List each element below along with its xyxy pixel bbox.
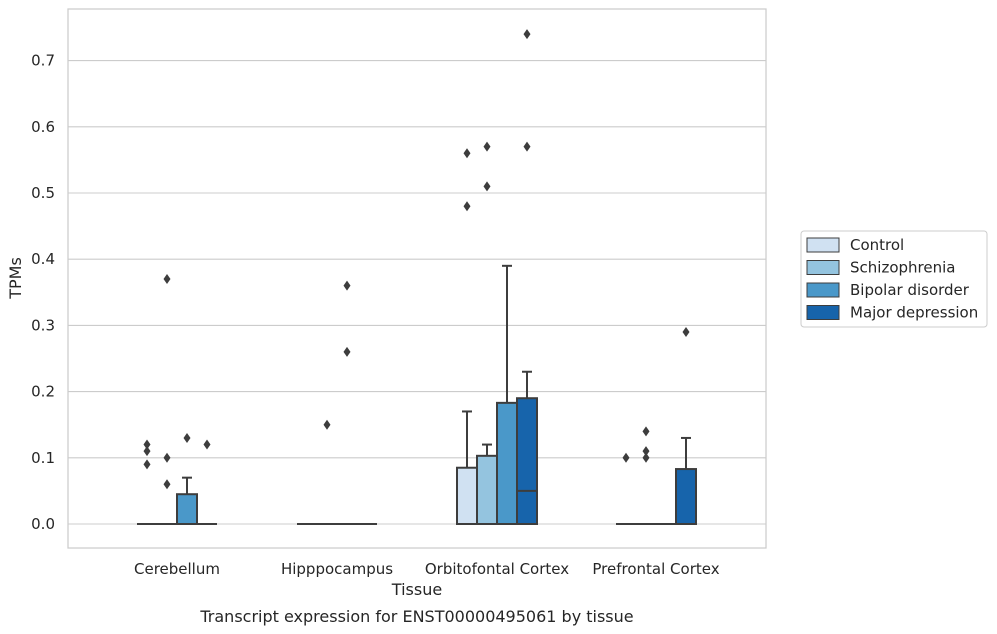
legend-item-major-depression: Major depression <box>806 304 978 322</box>
outlier-point <box>483 181 491 192</box>
legend-item-bipolar-disorder: Bipolar disorder <box>806 281 970 299</box>
x-tick-label: Prefrontal Cortex <box>592 560 719 578</box>
outlier-point <box>163 479 171 490</box>
outlier-point <box>343 346 351 357</box>
x-tick-label: Cerebellum <box>134 560 220 578</box>
outlier-point <box>143 439 151 450</box>
box-major-depression-prefrontal-cortex <box>675 327 697 525</box>
box-body <box>496 401 518 526</box>
legend-swatch <box>806 282 840 298</box>
legend-swatch <box>806 305 840 320</box>
outlier-point <box>163 452 171 463</box>
y-tick-label: 0.5 <box>31 184 55 202</box>
box-schizophrenia-cerebellum <box>157 274 177 525</box>
outlier-point <box>143 459 151 470</box>
x-tick-labels: Cerebellum Hipppocampus Orbitofontal Corte… <box>134 560 720 578</box>
outlier-point <box>463 148 471 159</box>
legend: Control Schizophrenia Bipolar disorder Majo… <box>800 230 988 328</box>
x-tick-label: Orbitofontal Cortex <box>425 560 569 578</box>
legend-item-schizophrenia: Schizophrenia <box>806 259 955 277</box>
outlier-point <box>143 446 151 457</box>
legend-label: Schizophrenia <box>850 259 955 277</box>
y-tick-label: 0.6 <box>31 118 55 136</box>
outlier-point <box>642 452 650 463</box>
outlier-point <box>642 426 650 437</box>
box-bipolar-disorder-hipppocampus <box>337 280 357 525</box>
y-tick-label: 0.7 <box>31 52 55 70</box>
outlier-point <box>523 141 531 152</box>
y-axis-title: TPMs <box>6 257 25 300</box>
box-control-cerebellum <box>137 439 157 525</box>
y-tick-label: 0.1 <box>31 449 55 467</box>
outlier-point <box>622 452 630 463</box>
x-axis-title: Tissue <box>391 580 442 599</box>
box-body <box>456 466 478 526</box>
outlier-point <box>323 419 331 430</box>
outlier-point <box>483 141 491 152</box>
legend-item-control: Control <box>806 236 904 254</box>
y-tick-label: 0.3 <box>31 316 55 334</box>
legend-label: Major depression <box>850 304 978 322</box>
legend-swatch <box>806 260 840 275</box>
box-body <box>476 454 498 525</box>
y-tick-label: 0.4 <box>31 250 55 268</box>
y-tick-label: 0.2 <box>31 383 55 401</box>
box-body <box>675 468 697 525</box>
outlier-point <box>523 29 531 40</box>
box-schizophrenia-prefrontal-cortex <box>636 426 656 525</box>
grid-lines <box>68 60 766 525</box>
box-schizophrenia-hipppocampus <box>317 419 337 525</box>
outlier-point <box>463 201 471 212</box>
box-bipolar-disorder-cerebellum <box>176 432 198 525</box>
outlier-point <box>163 274 171 285</box>
legend-label: Bipolar disorder <box>850 281 970 299</box>
y-tick-label: 0.0 <box>31 515 55 533</box>
box-schizophrenia-orbitofontal-cortex <box>476 141 498 525</box>
outlier-point <box>343 280 351 291</box>
box-body <box>516 397 538 525</box>
x-tick-label: Hipppocampus <box>281 560 393 578</box>
box-body <box>176 493 198 525</box>
plot-frame <box>67 8 767 549</box>
outlier-point <box>682 327 690 338</box>
boxes <box>137 29 697 526</box>
box-major-depression-orbitofontal-cortex <box>516 29 538 525</box>
legend-swatch <box>806 237 840 253</box>
outlier-point <box>183 432 191 443</box>
box-bipolar-disorder-orbitofontal-cortex <box>496 264 518 526</box>
legend-frame <box>800 230 988 328</box>
box-control-orbitofontal-cortex <box>456 148 478 526</box>
chart-title: Transcript expression for ENST0000049506… <box>199 607 633 626</box>
y-tick-labels: 0.0 0.1 0.2 0.3 0.4 0.5 0.6 0.7 <box>31 52 55 533</box>
box-major-depression-cerebellum <box>197 439 217 525</box>
outlier-point <box>203 439 211 450</box>
outlier-point <box>642 446 650 457</box>
legend-label: Control <box>850 236 904 254</box>
box-control-prefrontal-cortex <box>616 452 636 525</box>
